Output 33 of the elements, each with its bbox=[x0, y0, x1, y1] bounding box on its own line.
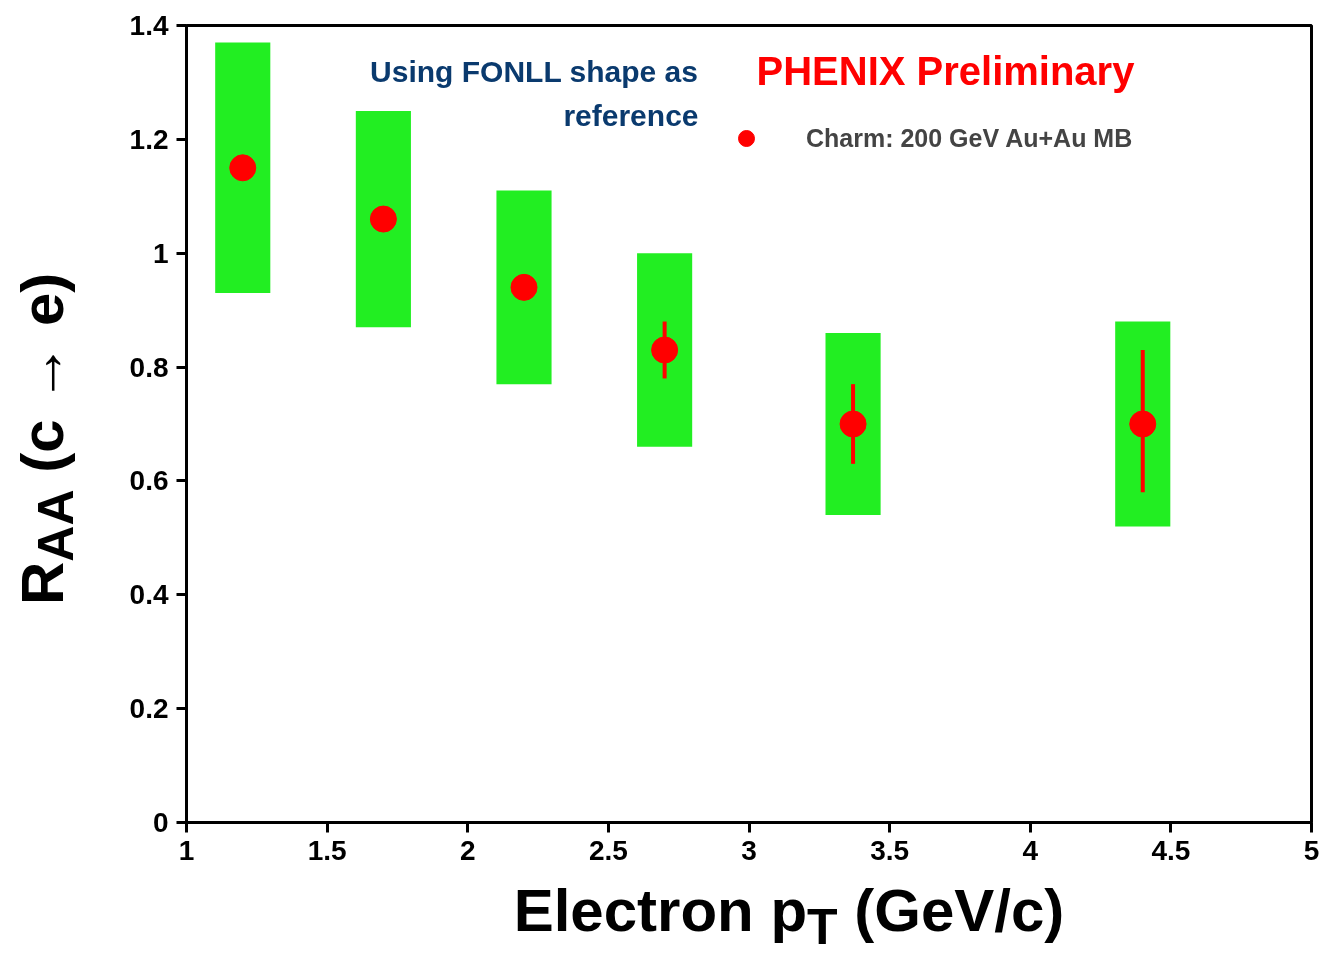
point bbox=[229, 154, 257, 182]
y-tick-label: 0.4 bbox=[129, 579, 169, 611]
point bbox=[839, 410, 867, 438]
bar bbox=[637, 253, 693, 447]
bar bbox=[1115, 321, 1171, 527]
x-tick-label: 1.5 bbox=[307, 834, 347, 866]
x-tick-label: 4 bbox=[1022, 834, 1039, 866]
legend-label: Charm: 200 GeV Au+Au MB bbox=[806, 123, 1133, 153]
x-tick-label: 4.5 bbox=[1151, 834, 1191, 866]
x-axis-title: Electron p$_{T}$ (GeV/c) bbox=[513, 877, 1065, 955]
point bbox=[510, 273, 538, 301]
x-tick-label: 1 bbox=[178, 834, 195, 866]
x-tick-label: 2.5 bbox=[588, 834, 628, 866]
y-tick-label: 0 bbox=[152, 807, 169, 838]
bar bbox=[825, 332, 881, 516]
x-tick-label: 2 bbox=[459, 834, 476, 866]
bar bbox=[355, 110, 411, 328]
y-tick-label: 0.8 bbox=[129, 351, 169, 383]
bar bbox=[496, 190, 552, 385]
bar bbox=[215, 42, 271, 294]
point bbox=[651, 336, 679, 364]
annotation: PHENIX Preliminary bbox=[756, 48, 1136, 93]
x-tick-label: 3 bbox=[741, 834, 757, 866]
annotation: Using FONLL shape as reference bbox=[370, 54, 699, 132]
y-tick-label: 0.2 bbox=[129, 693, 169, 725]
point bbox=[1129, 410, 1157, 438]
y-tick-label: 1.4 bbox=[129, 10, 169, 41]
x-tick-label: 5 bbox=[1303, 834, 1320, 866]
point bbox=[369, 205, 397, 233]
y-tick-label: 1.2 bbox=[129, 123, 169, 155]
x-tick-label: 3.5 bbox=[870, 834, 910, 866]
y-tick-label: 1 bbox=[152, 237, 169, 269]
y-tick-label: 0.6 bbox=[129, 465, 169, 497]
